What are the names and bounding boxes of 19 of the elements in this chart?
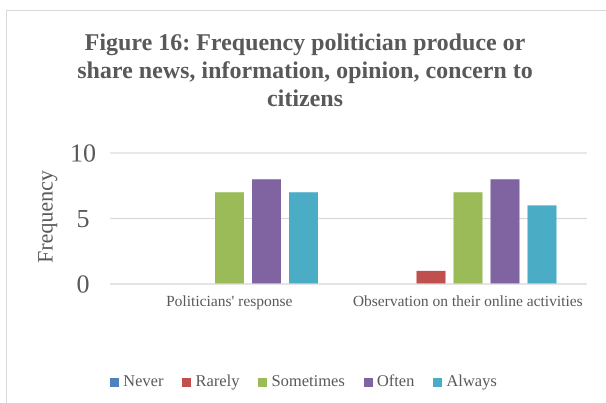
bar (215, 192, 244, 284)
bar (289, 192, 318, 284)
bar (528, 205, 557, 284)
chart-title: Figure 16: Frequency politician produce or share news, information, opinion, concern to citizens (76, 29, 534, 113)
x-tick-label: Politicians' response (166, 293, 293, 310)
bar (490, 179, 520, 284)
y-tick-label: 5 (76, 204, 90, 233)
x-tick-label: Observation on their online activities (352, 293, 583, 310)
legend-label: Rarely (195, 371, 240, 390)
bar (252, 179, 282, 284)
bar (454, 192, 483, 284)
y-tick-label: 0 (76, 270, 90, 298)
legend-label: Often (376, 371, 414, 390)
y-axis-title: Frequency (32, 170, 58, 263)
legend-label: Sometimes (271, 371, 345, 390)
bar (416, 270, 446, 284)
legend-label: Always (446, 371, 497, 390)
y-tick-label: 10 (70, 138, 96, 168)
legend-label: Never (123, 371, 164, 390)
